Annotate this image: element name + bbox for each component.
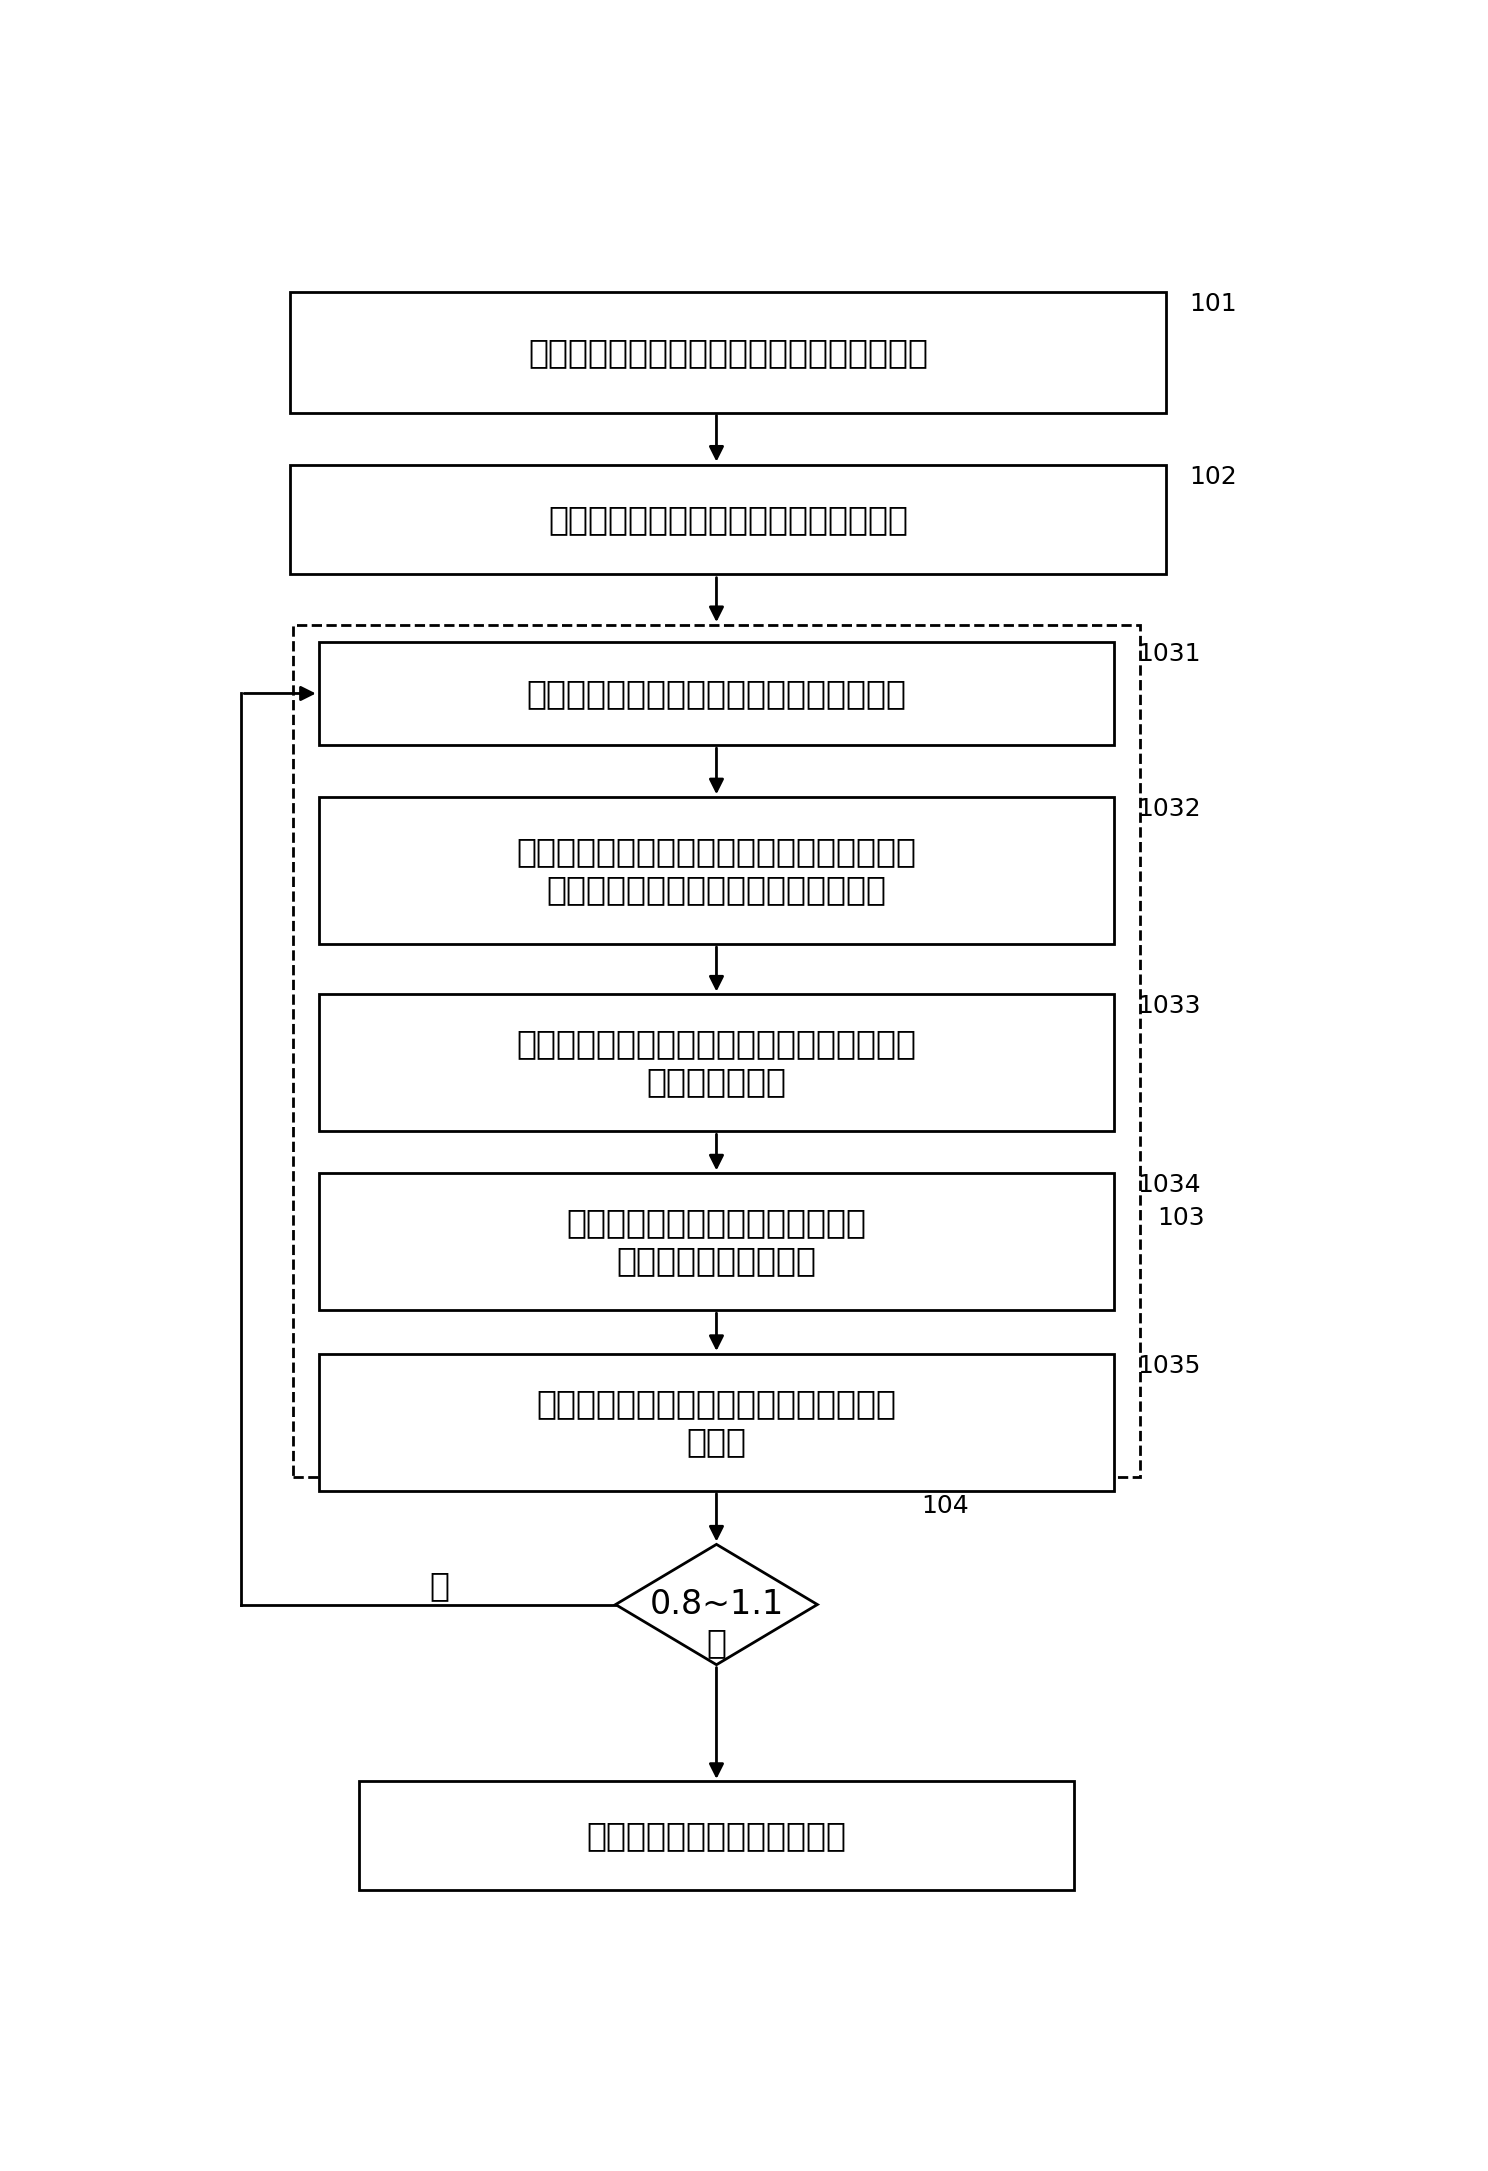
- Text: 1034: 1034: [1137, 1172, 1201, 1196]
- Text: 1035: 1035: [1137, 1355, 1201, 1379]
- Bar: [318, 1172, 1115, 1311]
- Text: 1033: 1033: [1137, 994, 1201, 1018]
- Text: 求变速性能曲线与高效相似抛物线
的交点即为最优工况点: 求变速性能曲线与高效相似抛物线 的交点即为最优工况点: [567, 1207, 866, 1277]
- Text: 103: 103: [1158, 1207, 1205, 1231]
- Text: 是: 是: [707, 1626, 726, 1659]
- Text: 1031: 1031: [1137, 643, 1201, 666]
- Polygon shape: [616, 1544, 817, 1665]
- Text: 求第二工况点的流量与最优工况点的流量
的比值: 求第二工况点的流量与最优工况点的流量 的比值: [537, 1387, 896, 1459]
- Bar: [318, 643, 1115, 745]
- Text: 1032: 1032: [1137, 797, 1201, 821]
- Bar: [318, 994, 1115, 1131]
- Text: 根据第二工况点和相似点获取经过第二工况点
的变速性能曲线: 根据第二工况点和相似点获取经过第二工况点 的变速性能曲线: [516, 1027, 917, 1099]
- Bar: [318, 797, 1115, 944]
- Bar: [318, 1355, 1115, 1491]
- Bar: [359, 1780, 1074, 1889]
- Text: 否: 否: [430, 1570, 449, 1602]
- Bar: [293, 625, 1140, 1478]
- Bar: [290, 293, 1167, 412]
- Text: 根据设计性能曲线设计叶片泵: 根据设计性能曲线设计叶片泵: [586, 1819, 847, 1852]
- Text: 计算叶片泵经过第二工况点的相似抛物线: 计算叶片泵经过第二工况点的相似抛物线: [548, 504, 908, 536]
- Text: 102: 102: [1189, 465, 1237, 488]
- Text: 计算叶片泵经过第一工况点的高效相似抛物线: 计算叶片泵经过第一工况点的高效相似抛物线: [528, 337, 929, 369]
- Text: 101: 101: [1189, 293, 1237, 317]
- Text: 求得相似抛物线与设计性能曲线的交点为第二
工况点在设计性能曲线上对应的相似点: 求得相似抛物线与设计性能曲线的交点为第二 工况点在设计性能曲线上对应的相似点: [516, 836, 917, 905]
- Text: 104: 104: [921, 1494, 969, 1518]
- Text: 0.8~1.1: 0.8~1.1: [649, 1587, 784, 1622]
- Bar: [290, 465, 1167, 573]
- Text: 根据第一工况点设计叶片泵的设计性能曲线: 根据第一工况点设计叶片泵的设计性能曲线: [527, 677, 906, 710]
